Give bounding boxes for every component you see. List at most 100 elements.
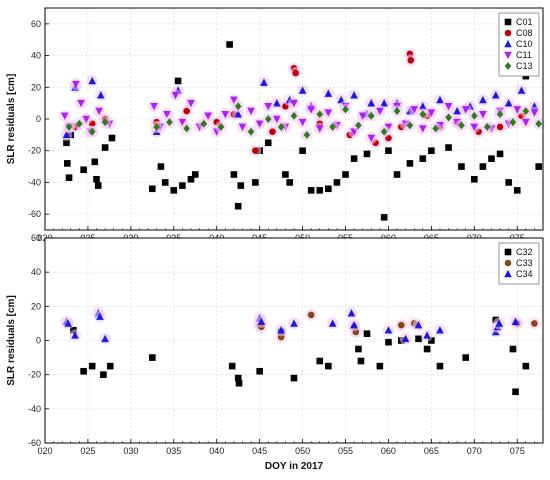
data-point-C13 xyxy=(88,127,96,136)
data-point-C11 xyxy=(376,107,384,116)
data-point-C11 xyxy=(290,99,298,108)
data-point-C11 xyxy=(72,80,80,89)
y-tick-label: 20 xyxy=(31,301,41,311)
x-tick-label: 030 xyxy=(123,446,138,456)
data-point-C13 xyxy=(183,124,190,133)
data-point-C11 xyxy=(384,123,393,132)
legend-marker-C34 xyxy=(504,269,512,278)
data-point-C11 xyxy=(427,109,436,117)
data-point-C11 xyxy=(187,99,195,108)
data-point-C01 xyxy=(496,150,504,158)
data-point-C11 xyxy=(60,112,69,120)
data-point-C32 xyxy=(290,374,298,382)
data-point-C01 xyxy=(64,160,71,167)
legend-label: C13 xyxy=(516,61,533,71)
legend-label: C33 xyxy=(516,258,533,268)
data-point-C11 xyxy=(315,125,324,133)
x-tick-label: 065 xyxy=(424,446,439,456)
data-point-C10 xyxy=(479,95,487,104)
data-point-C01 xyxy=(380,214,388,221)
data-point-C11 xyxy=(444,103,453,111)
data-point-C01 xyxy=(252,179,259,186)
data-point-C01 xyxy=(80,166,87,174)
data-point-C34 xyxy=(101,334,109,343)
data-point-C32 xyxy=(106,362,114,370)
series-C34 xyxy=(60,307,522,345)
data-point-C10 xyxy=(436,95,444,104)
data-point-C01 xyxy=(479,163,487,170)
data-point-C01 xyxy=(170,187,178,194)
data-point-C13 xyxy=(355,121,362,130)
data-point-C01 xyxy=(333,179,341,186)
legend-item-C01: C01 xyxy=(504,17,533,27)
y-tick-label: -20 xyxy=(28,146,41,156)
data-point-C11 xyxy=(470,123,479,132)
data-point-C01 xyxy=(445,144,452,151)
data-point-C01 xyxy=(363,150,371,158)
data-point-C01 xyxy=(385,147,392,155)
data-point-C32 xyxy=(256,367,263,375)
data-point-C11 xyxy=(82,115,91,124)
data-point-C10 xyxy=(418,102,427,110)
x-axis-title: DOY in 2017 xyxy=(265,461,324,472)
data-point-C10 xyxy=(504,99,513,107)
data-point-C10 xyxy=(380,99,388,107)
data-point-C08 xyxy=(252,147,259,155)
data-point-C10 xyxy=(298,86,307,94)
data-point-C32 xyxy=(235,379,243,387)
y-tick-label: 60 xyxy=(31,19,41,29)
data-point-C13 xyxy=(65,123,73,131)
data-point-C11 xyxy=(479,110,487,119)
data-point-C13 xyxy=(406,121,414,130)
data-point-C13 xyxy=(264,115,272,123)
data-point-C32 xyxy=(316,357,324,365)
data-point-C34 xyxy=(290,319,298,327)
data-point-C11 xyxy=(264,103,273,111)
y-tick-label: -60 xyxy=(28,209,41,219)
data-point-C32 xyxy=(363,330,371,337)
series-C32 xyxy=(70,316,530,396)
data-point-C11 xyxy=(522,118,530,127)
data-point-C13 xyxy=(367,111,375,120)
data-point-C11 xyxy=(461,106,470,114)
y-tick-label: -40 xyxy=(28,177,41,187)
data-point-C13 xyxy=(419,110,427,119)
data-point-C34 xyxy=(401,334,410,343)
legend-item-C11: C11 xyxy=(504,50,532,60)
data-point-C13 xyxy=(496,110,504,119)
data-point-C13 xyxy=(200,119,208,128)
data-point-C34 xyxy=(64,319,72,327)
data-point-C01 xyxy=(187,175,195,183)
x-tick-label: 070 xyxy=(467,446,482,456)
data-point-C32 xyxy=(100,371,107,378)
data-point-C13 xyxy=(458,121,465,130)
legend-item-C32: C32 xyxy=(504,247,533,257)
data-point-C01 xyxy=(286,179,294,186)
data-point-C01 xyxy=(325,185,332,193)
bottom-panel: 020 025 030 035 040 045 050 055 060 065 070 075-60-… xyxy=(6,233,544,472)
data-point-C32 xyxy=(509,345,517,353)
data-point-C08 xyxy=(407,57,415,64)
data-point-C01 xyxy=(428,147,435,155)
data-point-C32 xyxy=(325,362,332,370)
data-point-C01 xyxy=(307,187,315,194)
legend-label: C01 xyxy=(516,17,533,27)
x-tick-label: 075 xyxy=(510,446,525,456)
data-point-C10 xyxy=(350,91,358,99)
data-point-C08 xyxy=(496,123,504,131)
data-point-C11 xyxy=(204,112,212,120)
data-point-C01 xyxy=(94,182,102,189)
data-point-C13 xyxy=(247,127,255,136)
data-point-C34 xyxy=(511,317,520,326)
data-point-C10 xyxy=(62,130,71,139)
data-point-C10 xyxy=(491,91,500,99)
data-point-C11 xyxy=(171,91,180,100)
y-tick-label: 0 xyxy=(36,336,41,346)
data-point-C34 xyxy=(71,331,79,339)
data-point-C01 xyxy=(63,139,70,147)
data-point-C34 xyxy=(384,326,393,334)
legend-marker-C32 xyxy=(504,248,512,256)
y-tick-label: 0 xyxy=(36,114,41,124)
data-point-C01 xyxy=(101,144,109,151)
legend-marker-C13 xyxy=(504,62,512,70)
